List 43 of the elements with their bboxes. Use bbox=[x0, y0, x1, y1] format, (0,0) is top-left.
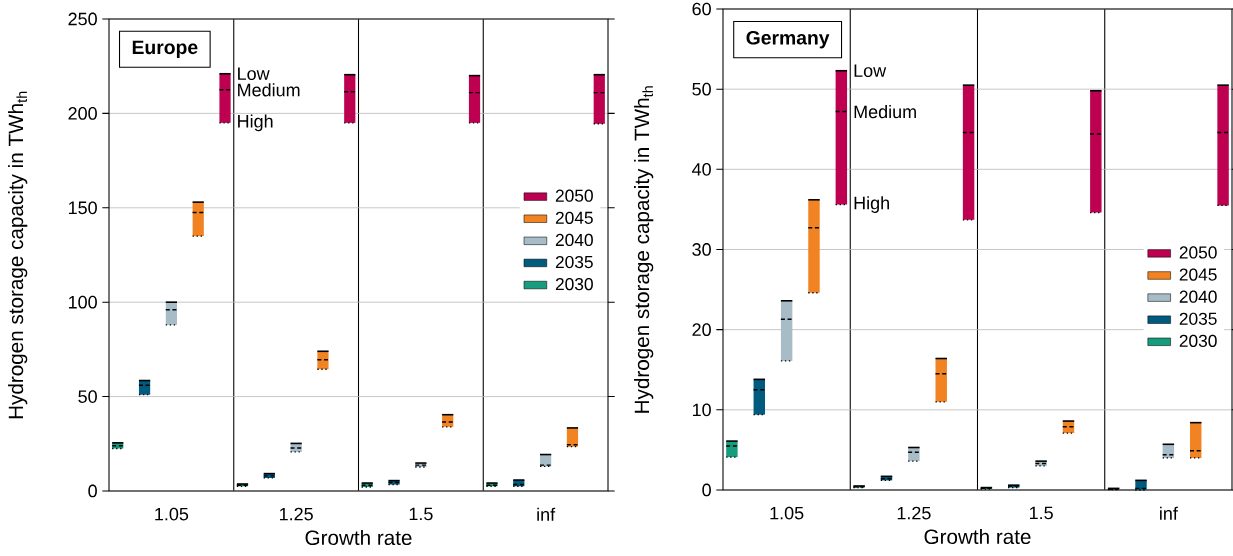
y-tick-label: 50 bbox=[78, 390, 97, 403]
x-tick-label: inf bbox=[1160, 506, 1178, 520]
y-tick-label: 0 bbox=[702, 483, 711, 497]
x-axis-title: Growth rate bbox=[924, 528, 1031, 545]
x-axis-title: Growth rate bbox=[305, 529, 412, 546]
x-tick-label: 1.25 bbox=[279, 507, 313, 521]
y-tick-label: 250 bbox=[68, 12, 97, 26]
legend-label: 2030 bbox=[1179, 334, 1217, 348]
y-tick-label: 30 bbox=[692, 243, 711, 256]
annotation: Low bbox=[238, 67, 270, 81]
y-tick-label: 10 bbox=[692, 403, 711, 417]
annotation: High bbox=[238, 114, 273, 132]
y-tick-label: 150 bbox=[68, 201, 97, 215]
legend-label: 2050 bbox=[555, 189, 593, 202]
annotation: Medium bbox=[854, 104, 916, 119]
y-tick-label: 60 bbox=[692, 2, 711, 16]
x-tick-label: 1.25 bbox=[897, 506, 931, 520]
annotation: Low bbox=[854, 64, 887, 77]
y-tick-label: 200 bbox=[68, 107, 97, 120]
x-tick-label: inf bbox=[537, 507, 556, 521]
legend-label: 2035 bbox=[555, 255, 593, 269]
y-tick-label: 50 bbox=[692, 82, 711, 96]
y-tick-label: 0 bbox=[88, 484, 97, 498]
text: Europe bbox=[132, 40, 198, 58]
x-tick-label: 1.5 bbox=[409, 507, 433, 521]
x-tick-label: 1.05 bbox=[155, 507, 189, 521]
legend-label: 2040 bbox=[1179, 290, 1217, 303]
y-tick-label: 100 bbox=[68, 295, 97, 309]
text: Germany bbox=[746, 30, 830, 49]
y-tick-label: 20 bbox=[692, 323, 711, 337]
legend-label: 2045 bbox=[555, 211, 593, 224]
legend-label: 2035 bbox=[1179, 312, 1217, 325]
legend-label: 2040 bbox=[555, 233, 593, 247]
y-axis-title: Hydrogen storage capacity in TWh$_{th}$ bbox=[8, 91, 28, 419]
y-axis-title: Hydrogen storage capacity in TWh$_{th}$ bbox=[634, 86, 654, 413]
x-tick-label: 1.5 bbox=[1029, 506, 1053, 520]
x-tick-label: 1.05 bbox=[770, 506, 804, 520]
y-tick-label: 40 bbox=[692, 162, 711, 176]
annotation: Medium bbox=[238, 83, 300, 97]
legend-label: 2030 bbox=[555, 277, 593, 291]
annotation: High bbox=[854, 196, 889, 213]
legend-label: 2045 bbox=[1179, 268, 1217, 281]
legend-label: 2050 bbox=[1179, 246, 1217, 259]
